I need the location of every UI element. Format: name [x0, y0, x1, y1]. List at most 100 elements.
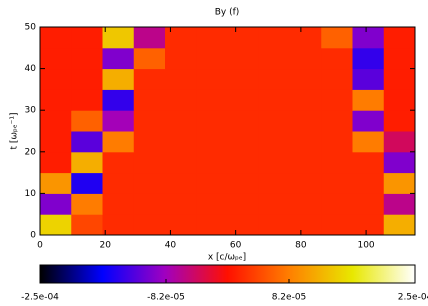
- heatmap-cell: [196, 89, 228, 111]
- heatmap-cell: [165, 27, 197, 49]
- heatmap-cell: [352, 47, 385, 70]
- heatmap-cell: [133, 172, 166, 194]
- heatmap-cell: [165, 89, 197, 111]
- heatmap-cell: [227, 172, 260, 194]
- heatmap-cell: [352, 172, 385, 194]
- heatmap-cell: [40, 27, 72, 49]
- heatmap-cell: [196, 151, 228, 174]
- heatmap-cell: [258, 193, 291, 215]
- heatmap-cell: [102, 214, 135, 236]
- x-tick-label: 0: [37, 241, 43, 251]
- heatmap-cell: [258, 27, 291, 49]
- heatmap-cell: [352, 68, 385, 90]
- heatmap-cell: [40, 151, 72, 174]
- colorbar-tick-label: 8.2e-05: [272, 293, 307, 303]
- heatmap-cell: [102, 110, 135, 132]
- heatmap-cell: [321, 131, 353, 153]
- heatmap-cell: [40, 172, 72, 194]
- colorbar-tick-label: -2.5e-04: [21, 293, 59, 303]
- heatmap-cell: [227, 89, 260, 111]
- heatmap-cell: [352, 89, 385, 111]
- heatmap-cell: [133, 89, 166, 111]
- heatmap-cell: [227, 68, 260, 90]
- heatmap-cell: [165, 172, 197, 194]
- heatmap-cell: [383, 214, 416, 236]
- heatmap-cell: [133, 193, 166, 215]
- heatmap-cell: [133, 47, 166, 70]
- heatmap-cell: [352, 27, 385, 49]
- heatmap-cell: [71, 193, 103, 215]
- heatmap-cell: [321, 172, 353, 194]
- x-tick-label: 60: [230, 241, 242, 251]
- heatmap-cell: [196, 172, 228, 194]
- heatmap-cell: [321, 89, 353, 111]
- heatmap-cell: [383, 68, 416, 90]
- heatmap-cell: [71, 131, 103, 153]
- heatmap-cell: [71, 172, 103, 194]
- heatmap-cell: [258, 214, 291, 236]
- heatmap-cell: [258, 110, 291, 132]
- heatmap-cell: [290, 214, 322, 236]
- chart-title: By (f): [215, 8, 240, 18]
- colorbar-tick-label: 2.5e-04: [398, 293, 428, 303]
- heatmap-cell: [102, 131, 135, 153]
- heatmap-cell: [71, 89, 103, 111]
- heatmap-cell: [133, 68, 166, 90]
- heatmap-cell: [290, 193, 322, 215]
- heatmap-cell: [290, 110, 322, 132]
- heatmap-cell: [321, 68, 353, 90]
- heatmap-cell: [165, 68, 197, 90]
- x-tick-label: 80: [295, 241, 307, 251]
- y-axis-label: t [ωₚₑ⁻¹]: [10, 113, 20, 150]
- heatmap-cell: [196, 131, 228, 153]
- heatmap-cell: [133, 110, 166, 132]
- heatmap-cell: [165, 151, 197, 174]
- heatmap-cell: [383, 151, 416, 174]
- heatmap-cell: [383, 110, 416, 132]
- heatmap-cell: [71, 47, 103, 70]
- heatmap-cell: [102, 172, 135, 194]
- x-axis-label: x [c/ωₚₑ]: [208, 253, 246, 263]
- colorbar: [39, 264, 416, 284]
- heatmap-cell: [290, 172, 322, 194]
- heatmap-cell: [352, 110, 385, 132]
- heatmap-cell: [71, 214, 103, 236]
- heatmap-cell: [321, 151, 353, 174]
- heatmap-cell: [40, 89, 72, 111]
- y-tick-label: 20: [25, 147, 37, 157]
- heatmap-cell: [196, 27, 228, 49]
- heatmap-cell: [321, 193, 353, 215]
- heatmap-cell: [196, 110, 228, 132]
- heatmap-cell: [40, 193, 72, 215]
- heatmap-cell: [71, 27, 103, 49]
- heatmap-cell: [227, 214, 260, 236]
- heatmap-cell: [227, 27, 260, 49]
- heatmap-cell: [352, 131, 385, 153]
- heatmap-cell: [196, 47, 228, 70]
- heatmap-cell: [133, 151, 166, 174]
- heatmap-cell: [290, 151, 322, 174]
- heatmap-cell: [383, 27, 416, 49]
- heatmap-cell: [258, 47, 291, 70]
- heatmap-cell: [133, 214, 166, 236]
- heatmap-cell: [40, 110, 72, 132]
- heatmap-cell: [102, 27, 135, 49]
- heatmap-cell: [290, 68, 322, 90]
- heatmap-cell: [383, 131, 416, 153]
- heatmap-cell: [40, 214, 72, 236]
- x-tick-label: 40: [165, 241, 177, 251]
- heatmap-cell: [321, 27, 353, 49]
- heatmap-cell: [133, 131, 166, 153]
- heatmap-cell: [383, 47, 416, 70]
- heatmap-cell: [258, 68, 291, 90]
- heatmap-cell: [352, 214, 385, 236]
- heatmap-cell: [383, 89, 416, 111]
- heatmap-cell: [352, 193, 385, 215]
- y-tick-label: 50: [25, 23, 37, 33]
- heatmap-cell: [290, 89, 322, 111]
- heatmap-cell: [258, 172, 291, 194]
- y-tick-label: 0: [30, 231, 36, 241]
- heatmap-cell: [102, 151, 135, 174]
- heatmap-cell: [290, 131, 322, 153]
